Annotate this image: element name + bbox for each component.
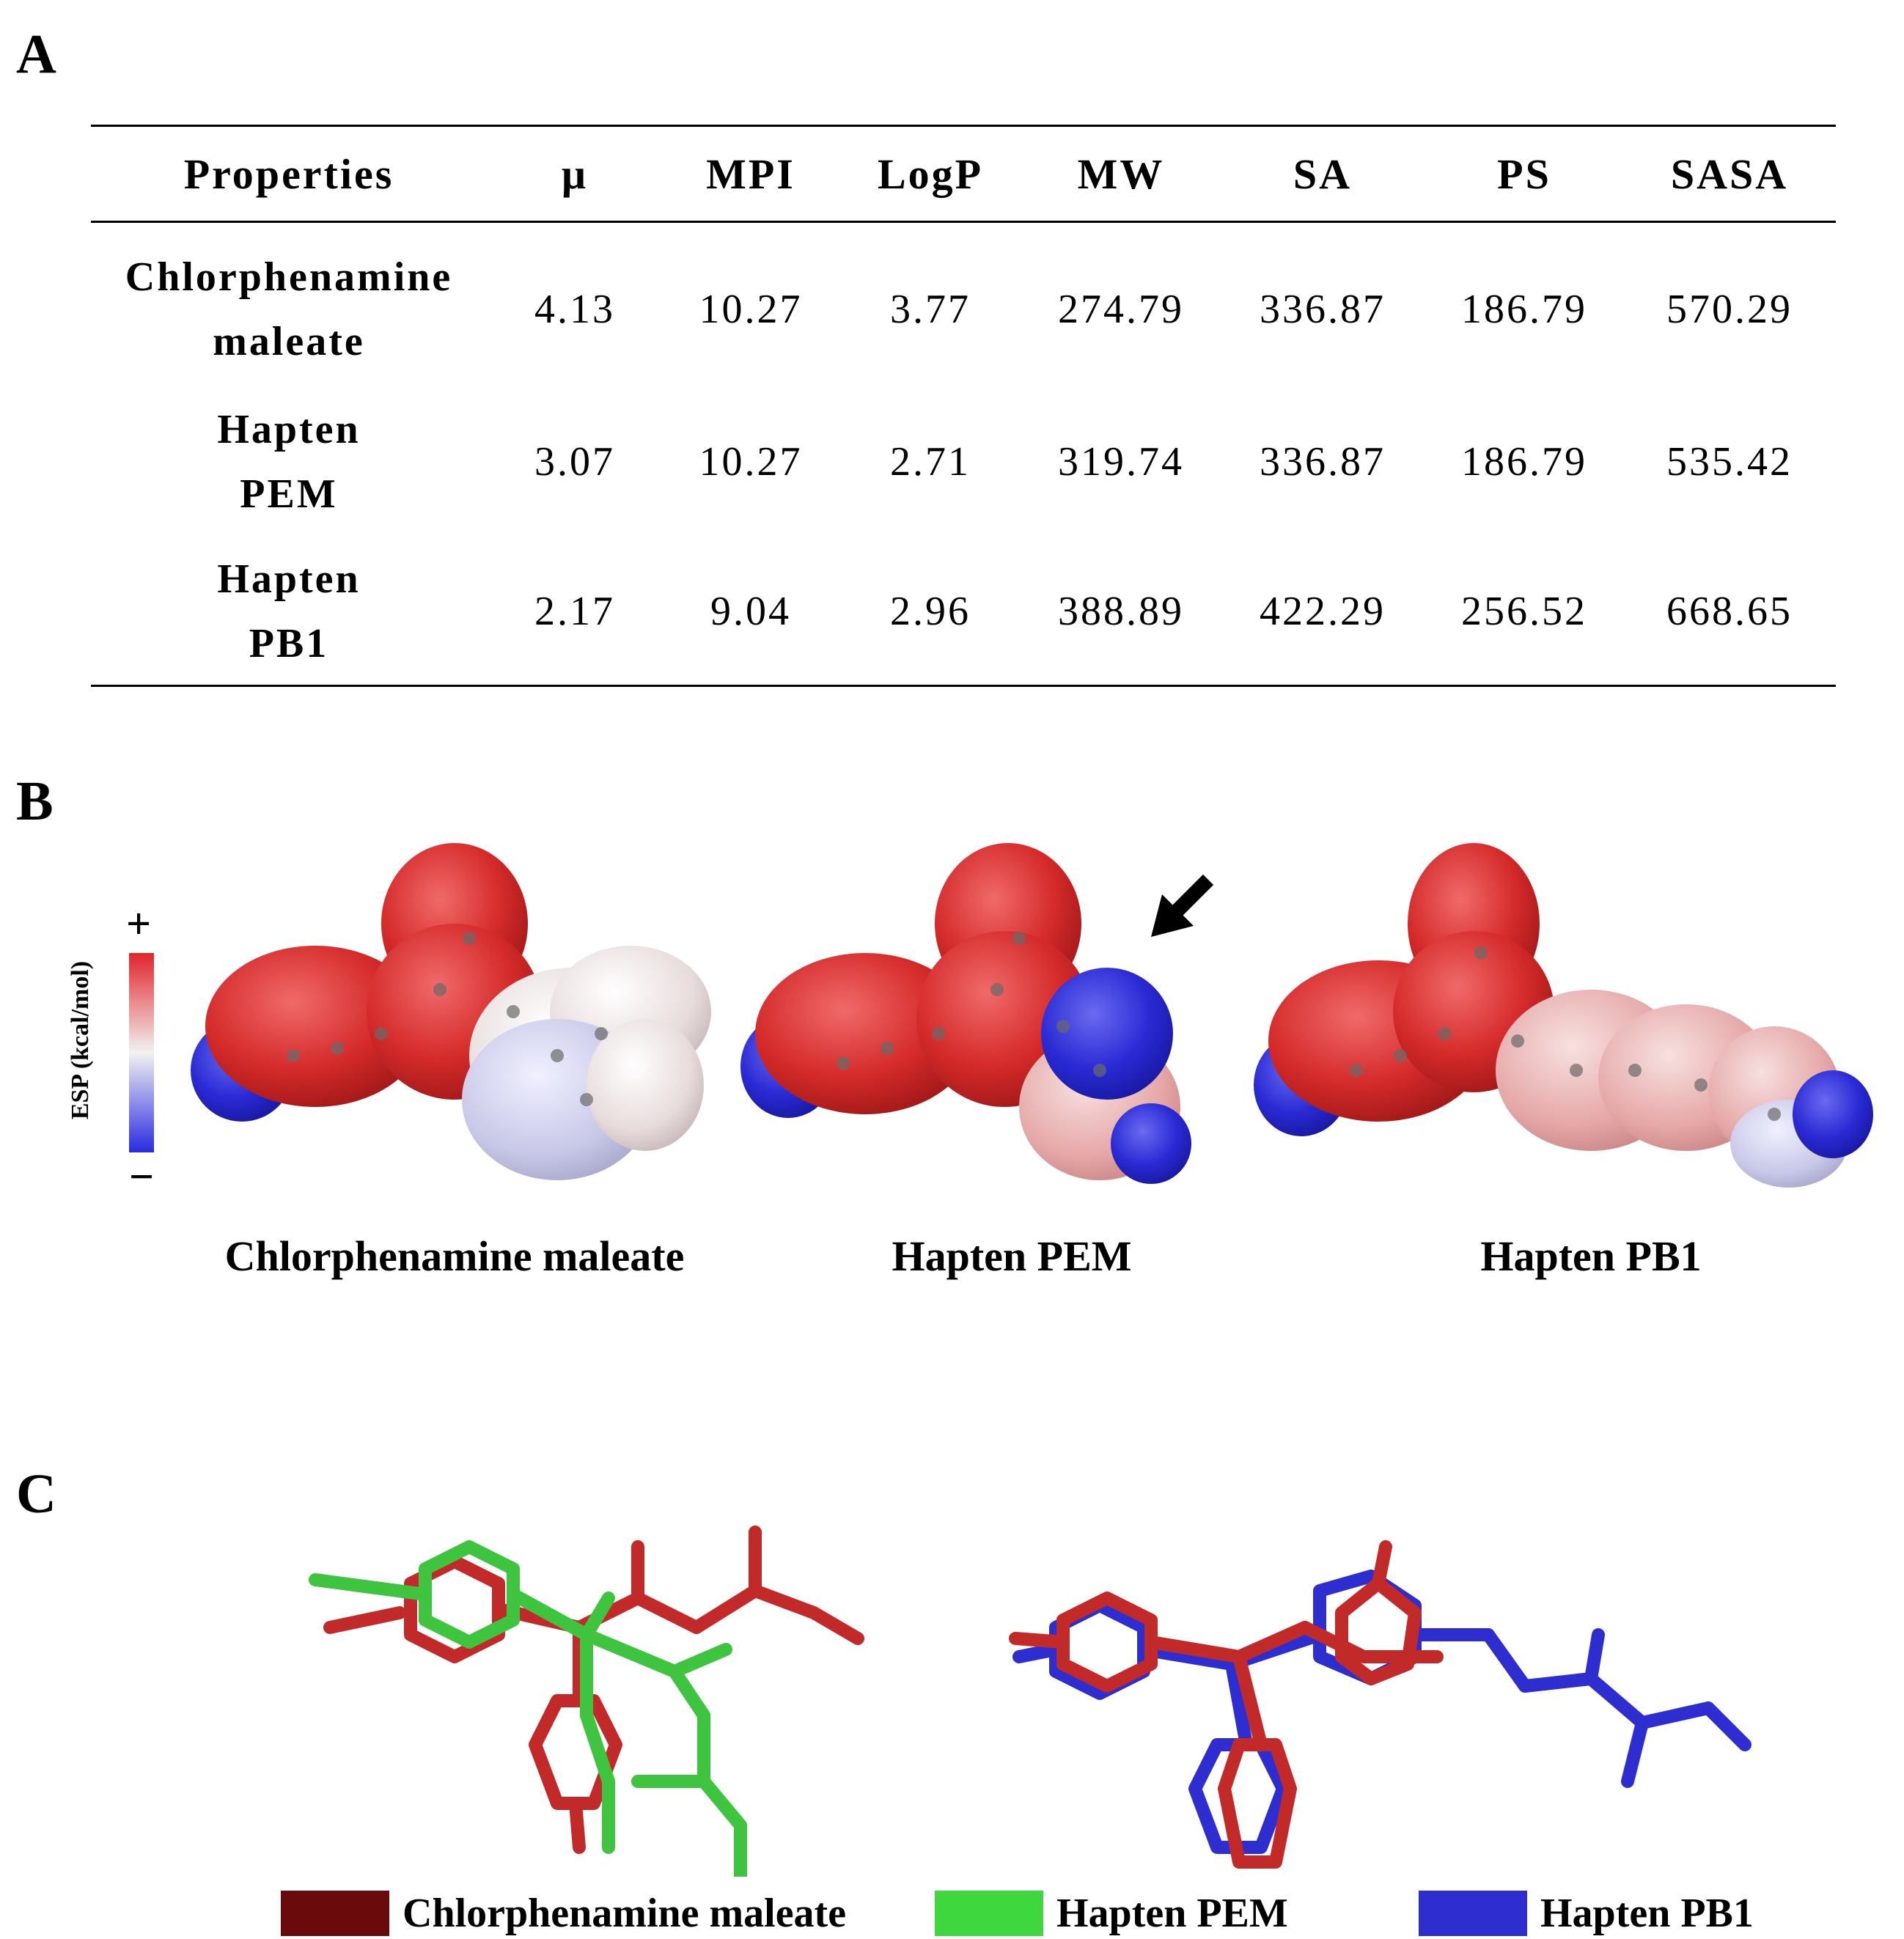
- header-mu: μ: [487, 125, 663, 223]
- header-sa: SA: [1220, 125, 1425, 223]
- legend-label: Hapten PB1: [1540, 1891, 1754, 1936]
- cell-ps: 186.79: [1461, 287, 1587, 332]
- legend-swatch: [281, 1891, 389, 1936]
- cell-mpi: 9.04: [663, 538, 839, 687]
- cell-mpi: 10.27: [699, 287, 803, 332]
- esp-surface-pb1: [1254, 843, 1873, 1188]
- table-header-row: Properties μ MPI LogP MW SA PS SASA: [91, 125, 1836, 223]
- esp-scale-minus: −: [129, 1152, 155, 1201]
- cell-logp: 2.71: [890, 439, 971, 485]
- row-name-line2: PEM: [240, 471, 338, 517]
- header-ps: PS: [1425, 125, 1623, 223]
- overlay-chlorphenamine-pb1: [1009, 1540, 1752, 1869]
- legend-swatch: [935, 1891, 1043, 1936]
- cell-mu: 2.17: [487, 538, 663, 687]
- header-properties: Properties: [91, 125, 487, 223]
- legend-item-pb1: Hapten PB1: [1419, 1888, 1754, 1939]
- caption-pem: Hapten PEM: [892, 1232, 1132, 1280]
- row-name-line1: Hapten: [217, 556, 361, 602]
- cell-sa: 336.87: [1260, 439, 1386, 485]
- cell-mu: 3.07: [534, 439, 615, 485]
- structure-overlays: [309, 1526, 1752, 1877]
- legend-swatch: [1419, 1891, 1527, 1936]
- header-sasa: SASA: [1623, 125, 1836, 223]
- esp-scale-plus: +: [126, 899, 152, 948]
- cell-mpi: 10.27: [699, 439, 803, 485]
- cell-sa: 336.87: [1260, 287, 1386, 332]
- panel-label-c: C: [16, 1463, 56, 1525]
- esp-scale-title: ESP (kcal/mol): [67, 960, 94, 1120]
- row-name: Chlorphenamine maleate: [91, 222, 487, 386]
- row-name-line2: PB1: [249, 621, 329, 666]
- header-mpi: MPI: [663, 125, 839, 223]
- panel-label-a: A: [16, 23, 56, 85]
- cell-sasa: 668.65: [1623, 538, 1836, 687]
- esp-color-scale: [129, 953, 154, 1152]
- row-name: Hapten PEM: [91, 386, 487, 538]
- row-name-line1: Chlorphenamine: [125, 254, 453, 300]
- table-row: Hapten PB1 2.17 9.04 2.96 388.89 422.29 …: [91, 538, 1836, 687]
- row-name: Hapten PB1: [91, 538, 487, 687]
- row-name-line2: maleate: [213, 319, 365, 364]
- table-row: Hapten PEM 3.07 10.27 2.71 319.74 336.87…: [91, 386, 1836, 538]
- row-name-line1: Hapten: [217, 407, 361, 452]
- cell-sa: 422.29: [1220, 538, 1425, 687]
- header-mw: MW: [1022, 125, 1220, 223]
- properties-table: Properties μ MPI LogP MW SA PS SASA Chlo…: [91, 125, 1836, 687]
- cell-logp: 3.77: [890, 287, 971, 332]
- legend-item-pem: Hapten PEM: [935, 1888, 1288, 1939]
- caption-chlorphenamine: Chlorphenamine maleate: [224, 1232, 685, 1280]
- cell-mu: 4.13: [534, 287, 615, 332]
- esp-surface-chlorphenamine: [191, 843, 711, 1180]
- legend-label: Chlorphenamine maleate: [403, 1891, 847, 1936]
- cell-sasa: 570.29: [1666, 287, 1793, 332]
- cell-mw: 319.74: [1058, 439, 1184, 485]
- cell-ps: 186.79: [1461, 439, 1587, 485]
- caption-pb1: Hapten PB1: [1480, 1232, 1702, 1280]
- arrow-icon: [1151, 874, 1214, 937]
- legend-item-chlorphenamine: Chlorphenamine maleate: [281, 1888, 846, 1939]
- legend-label: Hapten PEM: [1056, 1891, 1288, 1936]
- overlay-chlorphenamine-pem: [309, 1526, 864, 1877]
- cell-mw: 274.79: [1058, 287, 1184, 332]
- cell-mw: 388.89: [1022, 538, 1220, 687]
- esp-surface-pem: [740, 843, 1191, 1184]
- panel-label-b: B: [16, 770, 54, 832]
- cell-ps: 256.52: [1425, 538, 1623, 687]
- table-row: Chlorphenamine maleate 4.13 10.27 3.77 2…: [91, 222, 1836, 386]
- esp-surfaces: [129, 843, 1873, 1188]
- cell-sasa: 535.42: [1666, 439, 1793, 485]
- cell-logp: 2.96: [839, 538, 1022, 687]
- header-logp: LogP: [839, 125, 1022, 223]
